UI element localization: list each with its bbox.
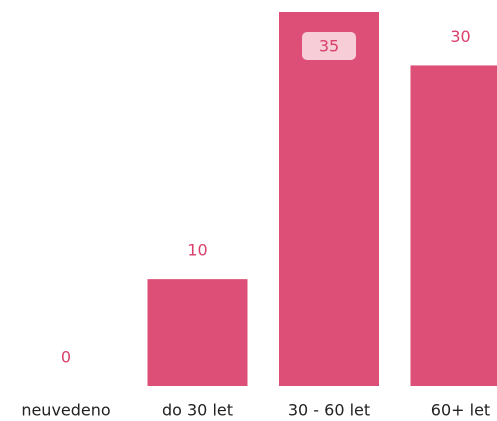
- value-label: 10: [187, 241, 207, 260]
- x-tick-label: do 30 let: [162, 401, 233, 420]
- bar: [410, 65, 497, 386]
- x-tick-label: 60+ let: [431, 401, 490, 420]
- value-label-box: [302, 32, 356, 60]
- x-tick-label: neuvedeno: [21, 401, 110, 420]
- bar: [279, 12, 379, 386]
- x-tick-label: 30 - 60 let: [288, 401, 370, 420]
- value-label: 0: [61, 348, 71, 367]
- bar: [147, 279, 248, 386]
- value-label: 30: [450, 27, 470, 46]
- value-label: 35: [319, 37, 339, 56]
